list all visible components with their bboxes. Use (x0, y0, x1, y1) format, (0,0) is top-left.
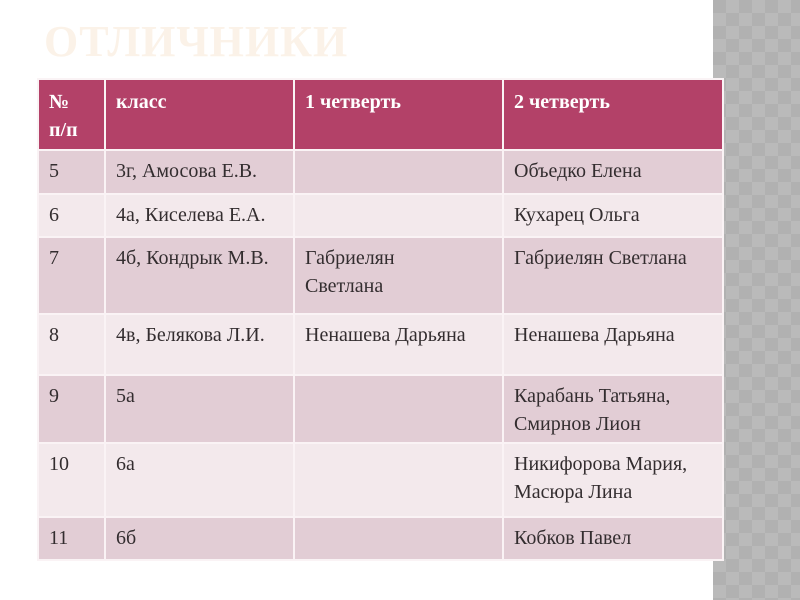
cell-number: 11 (37, 515, 106, 561)
diamond-pattern-panel (713, 0, 800, 600)
cell-class: 6а (104, 441, 295, 518)
cell-quarter-1: Ненашева Дарьяна (293, 312, 504, 376)
cell-number: 8 (37, 312, 106, 376)
slide-title: ОТЛИЧНИКИ (44, 17, 349, 66)
cell-class: 4в, Белякова Л.И. (104, 312, 295, 376)
cell-quarter-2: Кухарец Ольга (502, 192, 724, 238)
cell-class: 6б (104, 515, 295, 561)
table-row: 9 5а Карабань Татьяна, Смирнов Лион (37, 373, 724, 444)
table-header-row: № п/п класс 1 четверть 2 четверть (37, 78, 724, 151)
table-row: 5 3г, Амосова Е.В. Объедко Елена (37, 148, 724, 195)
cell-quarter-1 (293, 515, 504, 561)
table-row: 6 4а, Киселева Е.А. Кухарец Ольга (37, 192, 724, 238)
cell-class: 5а (104, 373, 295, 444)
cell-quarter-2: Ненашева Дарьяна (502, 312, 724, 376)
cell-quarter-1 (293, 373, 504, 444)
cell-number: 9 (37, 373, 106, 444)
col-header-class: класс (104, 78, 295, 151)
cell-quarter-1 (293, 441, 504, 518)
table-row: 8 4в, Белякова Л.И. Ненашева Дарьяна Нен… (37, 312, 724, 376)
cell-quarter-1: Габриелян Светлана (293, 235, 504, 315)
table-row: 10 6а Никифорова Мария, Масюра Лина (37, 441, 724, 518)
cell-class: 4б, Кондрык М.В. (104, 235, 295, 315)
cell-quarter-2: Кобков Павел (502, 515, 724, 561)
cell-quarter-1 (293, 148, 504, 195)
col-header-number: № п/п (37, 78, 106, 151)
cell-quarter-2: Никифорова Мария, Масюра Лина (502, 441, 724, 518)
cell-class: 3г, Амосова Е.В. (104, 148, 295, 195)
cell-quarter-2: Габриелян Светлана (502, 235, 724, 315)
cell-class: 4а, Киселева Е.А. (104, 192, 295, 238)
cell-quarter-2: Объедко Елена (502, 148, 724, 195)
cell-number: 5 (37, 148, 106, 195)
cell-quarter-2: Карабань Татьяна, Смирнов Лион (502, 373, 724, 444)
col-header-quarter-2: 2 четверть (502, 78, 724, 151)
cell-number: 6 (37, 192, 106, 238)
cell-number: 10 (37, 441, 106, 518)
table-row: 7 4б, Кондрык М.В. Габриелян Светлана Га… (37, 235, 724, 315)
table-row: 11 6б Кобков Павел (37, 515, 724, 561)
grades-table: № п/п класс 1 четверть 2 четверть 5 3г, … (37, 78, 724, 561)
col-header-quarter-1: 1 четверть (293, 78, 504, 151)
cell-quarter-1 (293, 192, 504, 238)
cell-number: 7 (37, 235, 106, 315)
